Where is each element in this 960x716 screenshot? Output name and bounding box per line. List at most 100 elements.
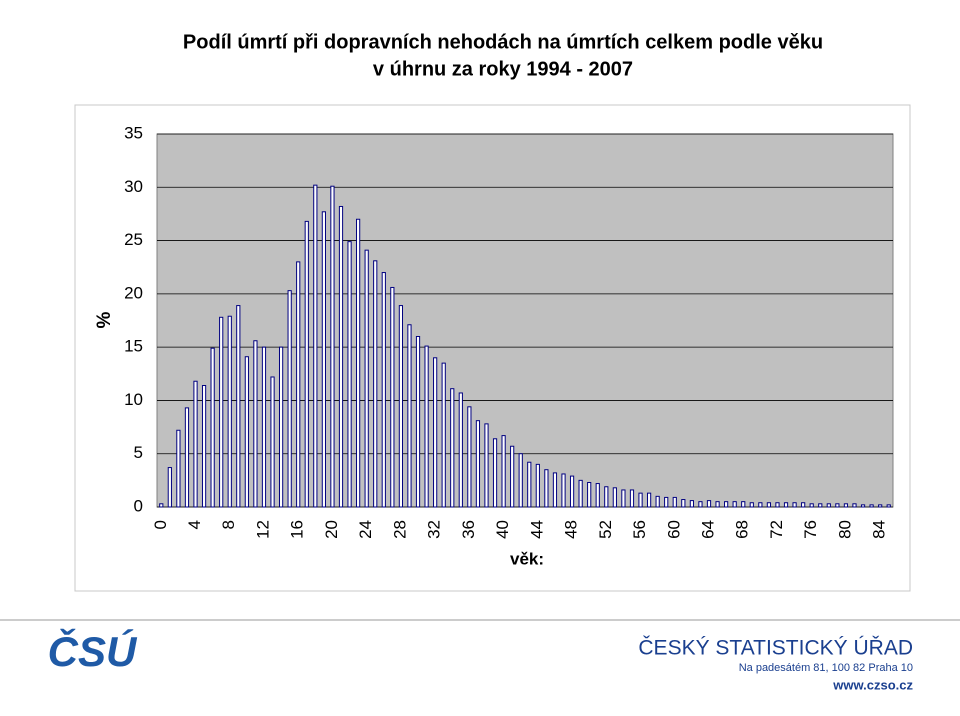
bar: [766, 502, 772, 508]
x-tick-label: 68: [733, 520, 752, 539]
bar: [253, 340, 258, 508]
plot-area: [156, 133, 894, 508]
x-tick-label: 36: [459, 520, 478, 539]
y-tick-label: 5: [134, 443, 143, 462]
x-tick-label: 4: [185, 520, 204, 529]
bar: [535, 463, 540, 508]
x-tick-label: 12: [253, 520, 272, 539]
bar: [347, 241, 352, 508]
bar: [321, 211, 326, 508]
y-axis-label: %: [94, 311, 115, 328]
bar: [638, 492, 643, 508]
x-tick-label: 0: [151, 520, 170, 529]
x-tick-label: 56: [630, 520, 649, 539]
y-tick-label: 25: [124, 230, 143, 249]
bar: [664, 496, 669, 508]
bar: [561, 473, 566, 508]
y-tick-label: 0: [134, 496, 143, 515]
bar: [878, 504, 883, 508]
bar: [184, 407, 190, 508]
bar: [775, 502, 780, 508]
bar: [484, 423, 489, 508]
x-tick-label: 48: [562, 520, 581, 539]
y-tick-label: 35: [124, 123, 143, 142]
bar: [681, 499, 686, 508]
bar: [569, 475, 575, 508]
chart-frame: [74, 104, 911, 592]
bar: [390, 286, 395, 508]
bar: [604, 486, 609, 508]
bar: [826, 503, 831, 508]
logo: ČSÚ: [48, 627, 138, 675]
bar: [646, 492, 652, 508]
bar: [501, 435, 506, 508]
x-axis-label: věk:: [510, 549, 544, 568]
bar: [724, 501, 729, 508]
bar: [783, 502, 789, 508]
x-tick-label: 72: [767, 520, 786, 539]
y-tick-label: 20: [124, 283, 143, 302]
bar: [587, 481, 592, 508]
bar: [356, 218, 361, 508]
bar: [313, 184, 318, 508]
chart-subtitle: v úhrnu za roky 1994 - 2007: [373, 58, 633, 80]
bar: [629, 489, 635, 508]
bar: [475, 420, 481, 508]
bar: [732, 501, 737, 508]
bar: [612, 487, 617, 508]
bar: [244, 356, 249, 508]
x-tick-label: 76: [801, 520, 820, 539]
x-tick-label: 60: [664, 520, 683, 539]
bar: [544, 469, 549, 508]
bar: [304, 220, 309, 508]
chart-title: Podíl úmrtí při dopravních nehodách na ú…: [183, 31, 823, 53]
bar: [749, 502, 754, 508]
bar: [201, 385, 207, 508]
bar: [741, 501, 746, 508]
bar: [698, 501, 703, 508]
bar: [424, 345, 429, 508]
bar: [792, 502, 797, 508]
bar: [801, 502, 806, 508]
bar: [330, 185, 335, 508]
bar: [518, 453, 523, 508]
x-tick-label: 8: [219, 520, 238, 529]
bar: [527, 461, 532, 508]
bar: [219, 316, 224, 508]
bar: [373, 260, 378, 508]
bar: [672, 496, 677, 508]
bar: [621, 489, 626, 508]
bar: [364, 249, 369, 508]
bar: [270, 376, 275, 508]
bar: [578, 479, 583, 508]
y-tick-label: 30: [124, 177, 143, 196]
bar: [167, 467, 172, 508]
bar: [287, 290, 292, 508]
bar: [415, 335, 421, 508]
web: www.czso.cz: [832, 677, 913, 692]
bar: [758, 502, 763, 508]
bar: [467, 406, 472, 508]
bar: [278, 346, 284, 508]
x-tick-label: 20: [322, 520, 341, 539]
bar: [595, 483, 600, 508]
bar: [407, 324, 412, 508]
bar: [809, 503, 814, 508]
bar: [492, 438, 498, 508]
bar: [843, 503, 849, 508]
bar: [869, 504, 874, 508]
bar: [296, 261, 301, 508]
bar: [818, 503, 823, 508]
x-tick-label: 40: [493, 520, 512, 539]
bar: [210, 347, 215, 508]
bar: [176, 429, 181, 508]
y-tick-label: 15: [124, 337, 143, 356]
address: Na padesátém 81, 100 82 Praha 10: [739, 662, 913, 674]
x-tick-label: 44: [527, 520, 546, 539]
bar: [441, 362, 446, 508]
bar: [510, 445, 515, 508]
bar: [715, 501, 720, 508]
bar: [338, 205, 344, 508]
organization: ČESKÝ STATISTICKÝ ÚŘAD: [638, 637, 913, 660]
bar: [655, 495, 660, 508]
